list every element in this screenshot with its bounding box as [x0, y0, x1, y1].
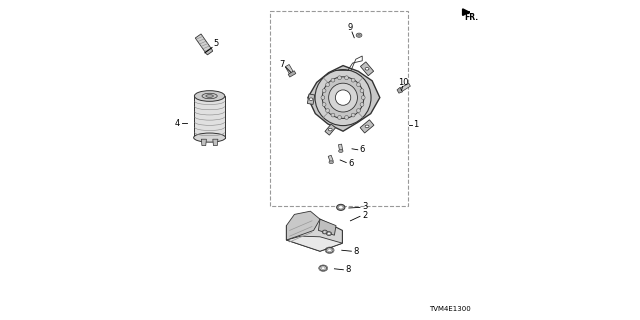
Polygon shape: [201, 139, 206, 146]
Polygon shape: [212, 139, 218, 146]
Text: 8: 8: [353, 247, 359, 256]
Ellipse shape: [344, 116, 348, 119]
Ellipse shape: [338, 116, 342, 119]
Polygon shape: [287, 211, 320, 240]
Ellipse shape: [206, 95, 213, 97]
Ellipse shape: [351, 78, 355, 82]
Text: 1: 1: [413, 120, 419, 129]
Polygon shape: [288, 71, 296, 77]
Ellipse shape: [326, 108, 330, 112]
Ellipse shape: [331, 113, 335, 117]
Polygon shape: [328, 155, 333, 162]
Text: 10: 10: [398, 78, 408, 87]
Ellipse shape: [321, 267, 325, 269]
Text: 8: 8: [346, 265, 351, 274]
Polygon shape: [308, 66, 380, 131]
Ellipse shape: [337, 204, 345, 211]
Text: 4: 4: [175, 119, 180, 128]
Ellipse shape: [356, 83, 360, 87]
Polygon shape: [325, 124, 335, 135]
Ellipse shape: [323, 231, 326, 233]
Ellipse shape: [360, 89, 364, 92]
Ellipse shape: [351, 113, 355, 117]
Ellipse shape: [329, 161, 333, 164]
Ellipse shape: [326, 248, 333, 253]
Text: 3: 3: [362, 202, 367, 211]
Polygon shape: [360, 62, 374, 76]
Polygon shape: [401, 84, 410, 91]
Text: 7: 7: [280, 60, 285, 68]
Ellipse shape: [328, 233, 330, 235]
Text: TVM4E1300: TVM4E1300: [429, 306, 470, 312]
Ellipse shape: [315, 70, 371, 126]
Ellipse shape: [202, 93, 217, 99]
Text: 6: 6: [360, 145, 365, 154]
Polygon shape: [195, 96, 225, 138]
Ellipse shape: [338, 76, 342, 80]
Polygon shape: [195, 34, 211, 52]
Polygon shape: [287, 219, 342, 251]
Polygon shape: [339, 144, 342, 151]
Ellipse shape: [356, 33, 362, 37]
Polygon shape: [307, 94, 315, 104]
Ellipse shape: [309, 98, 313, 100]
Polygon shape: [205, 48, 212, 55]
Polygon shape: [287, 236, 342, 251]
Ellipse shape: [195, 91, 225, 101]
Ellipse shape: [322, 103, 326, 107]
Ellipse shape: [323, 230, 328, 234]
Polygon shape: [285, 65, 293, 74]
Ellipse shape: [329, 83, 357, 112]
Ellipse shape: [365, 125, 369, 128]
Ellipse shape: [358, 34, 360, 36]
Ellipse shape: [335, 90, 351, 105]
Polygon shape: [319, 219, 336, 235]
Ellipse shape: [321, 96, 325, 100]
Ellipse shape: [322, 77, 364, 118]
Text: 9: 9: [348, 23, 353, 32]
Polygon shape: [397, 87, 403, 93]
Ellipse shape: [326, 83, 330, 87]
Ellipse shape: [328, 249, 332, 252]
Ellipse shape: [360, 103, 364, 107]
Ellipse shape: [194, 133, 225, 142]
Ellipse shape: [339, 206, 343, 209]
Ellipse shape: [361, 96, 365, 100]
Ellipse shape: [331, 78, 335, 82]
Ellipse shape: [320, 266, 326, 271]
Ellipse shape: [344, 76, 348, 80]
Text: FR.: FR.: [465, 13, 479, 22]
Text: 6: 6: [348, 159, 354, 168]
Ellipse shape: [365, 68, 369, 70]
Ellipse shape: [326, 232, 332, 236]
Ellipse shape: [322, 89, 326, 92]
Text: 2: 2: [362, 211, 367, 220]
Ellipse shape: [339, 150, 343, 153]
Ellipse shape: [356, 108, 360, 112]
Polygon shape: [360, 120, 374, 133]
Text: 5: 5: [213, 39, 219, 48]
Ellipse shape: [328, 128, 332, 131]
